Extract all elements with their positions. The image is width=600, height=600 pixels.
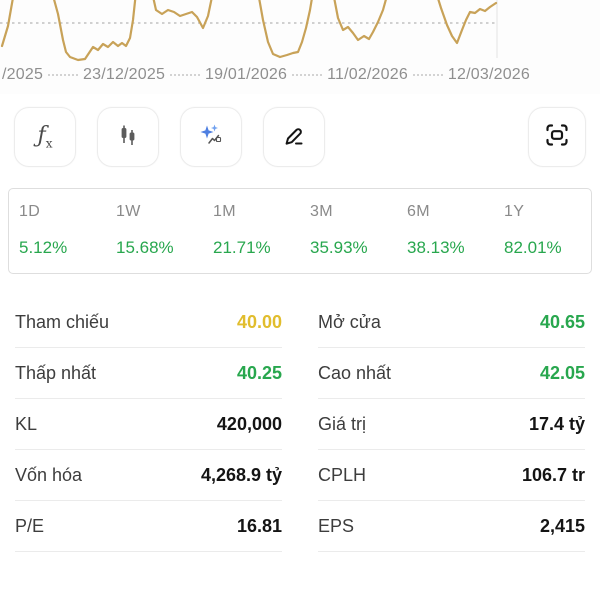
stat-value: 2,415: [539, 516, 585, 536]
stat-value: 42.05: [539, 363, 585, 383]
ai-sparkles-icon: [198, 122, 224, 153]
period-3m[interactable]: 3M 35.93%: [300, 203, 397, 258]
stat-label: Vốn hóa: [15, 465, 83, 485]
period-1m[interactable]: 1M 21.71%: [203, 203, 300, 258]
stat-market-cap: Vốn hóa 4,268.9 tỷ: [15, 450, 282, 501]
x-axis-tick: 19/01/2026: [205, 66, 288, 83]
stat-reference-price: Tham chiếu 40.00: [15, 297, 282, 348]
candlestick-icon: [115, 122, 141, 153]
x-axis-tick: 23/12/2025: [83, 66, 166, 83]
axis-dotted-separator: [170, 74, 201, 76]
fullscreen-icon: [544, 122, 570, 153]
price-chart[interactable]: /2025 23/12/2025 19/01/2026 11/02/2026 1…: [0, 0, 600, 94]
x-axis-tick: 11/02/2026: [327, 66, 408, 83]
stat-label: Tham chiếu: [15, 312, 110, 332]
stat-eps: EPS 2,415: [318, 501, 585, 552]
stat-value: 106.7 tr: [521, 465, 585, 485]
stat-value: 40.65: [539, 312, 585, 332]
stat-label: EPS: [318, 516, 355, 536]
x-axis-tick: /2025: [2, 66, 44, 83]
ai-analysis-button[interactable]: [180, 107, 242, 167]
x-axis-tick: 12/03/2026: [447, 66, 530, 83]
stat-value: 40.25: [236, 363, 282, 383]
axis-dotted-separator: [48, 74, 78, 76]
function-fx-icon: ƒx: [37, 122, 53, 151]
stat-label: Thấp nhất: [15, 363, 97, 383]
stat-highest-price: Cao nhất 42.05: [318, 348, 585, 399]
period-6m[interactable]: 6M 38.13%: [397, 203, 494, 258]
stat-lowest-price: Thấp nhất 40.25: [15, 348, 282, 399]
stat-open-price: Mở cửa 40.65: [318, 297, 585, 348]
performance-panel: 1D 5.12% 1W 15.68% 1M 21.71% 3M 35.93% 6…: [8, 188, 592, 274]
stat-label: Mở cửa: [318, 312, 381, 332]
period-1w[interactable]: 1W 15.68%: [106, 203, 203, 258]
stat-pe-ratio: P/E 16.81: [15, 501, 282, 552]
stat-label: CPLH: [318, 465, 367, 485]
period-change: 38.13%: [407, 238, 465, 257]
period-change: 35.93%: [310, 238, 368, 257]
pencil-icon: [280, 121, 308, 154]
stat-value: 4,268.9 tỷ: [200, 465, 282, 485]
draw-button[interactable]: [263, 107, 325, 167]
stat-value: 16.81: [236, 516, 282, 536]
period-label: 1Y: [504, 203, 525, 220]
stat-label: P/E: [15, 516, 45, 536]
stat-value: 420,000: [216, 414, 282, 434]
stats-table: Tham chiếu 40.00 Mở cửa 40.65 Thấp nhất …: [0, 297, 600, 552]
stat-volume: KL 420,000: [15, 399, 282, 450]
period-1y[interactable]: 1Y 82.01%: [494, 203, 591, 258]
period-label: 1W: [116, 203, 141, 220]
period-change: 21.71%: [213, 238, 271, 257]
stat-label: Cao nhất: [318, 363, 392, 383]
fullscreen-button[interactable]: [528, 107, 586, 167]
period-change: 15.68%: [116, 238, 174, 257]
period-label: 3M: [310, 203, 333, 220]
stat-value: 17.4 tỷ: [528, 414, 585, 434]
stat-label: KL: [15, 414, 38, 434]
chart-x-axis: /2025 23/12/2025 19/01/2026 11/02/2026 1…: [2, 62, 530, 88]
indicators-button[interactable]: ƒx: [14, 107, 76, 167]
price-line-chart: [0, 0, 498, 62]
period-label: 1M: [213, 203, 236, 220]
price-line-series: [0, 0, 498, 62]
stat-value: 40.00: [236, 312, 282, 332]
period-1d[interactable]: 1D 5.12%: [9, 203, 106, 258]
stat-shares-outstanding: CPLH 106.7 tr: [318, 450, 585, 501]
axis-dotted-separator: [292, 74, 323, 76]
stat-label: Giá trị: [318, 414, 367, 434]
axis-dotted-separator: [412, 74, 443, 76]
chart-type-button[interactable]: [97, 107, 159, 167]
period-change: 5.12%: [19, 238, 68, 257]
stat-trade-value: Giá trị 17.4 tỷ: [318, 399, 585, 450]
period-label: 6M: [407, 203, 430, 220]
period-label: 1D: [19, 203, 41, 220]
chart-toolbar: ƒx: [0, 94, 600, 168]
period-change: 82.01%: [504, 238, 562, 257]
